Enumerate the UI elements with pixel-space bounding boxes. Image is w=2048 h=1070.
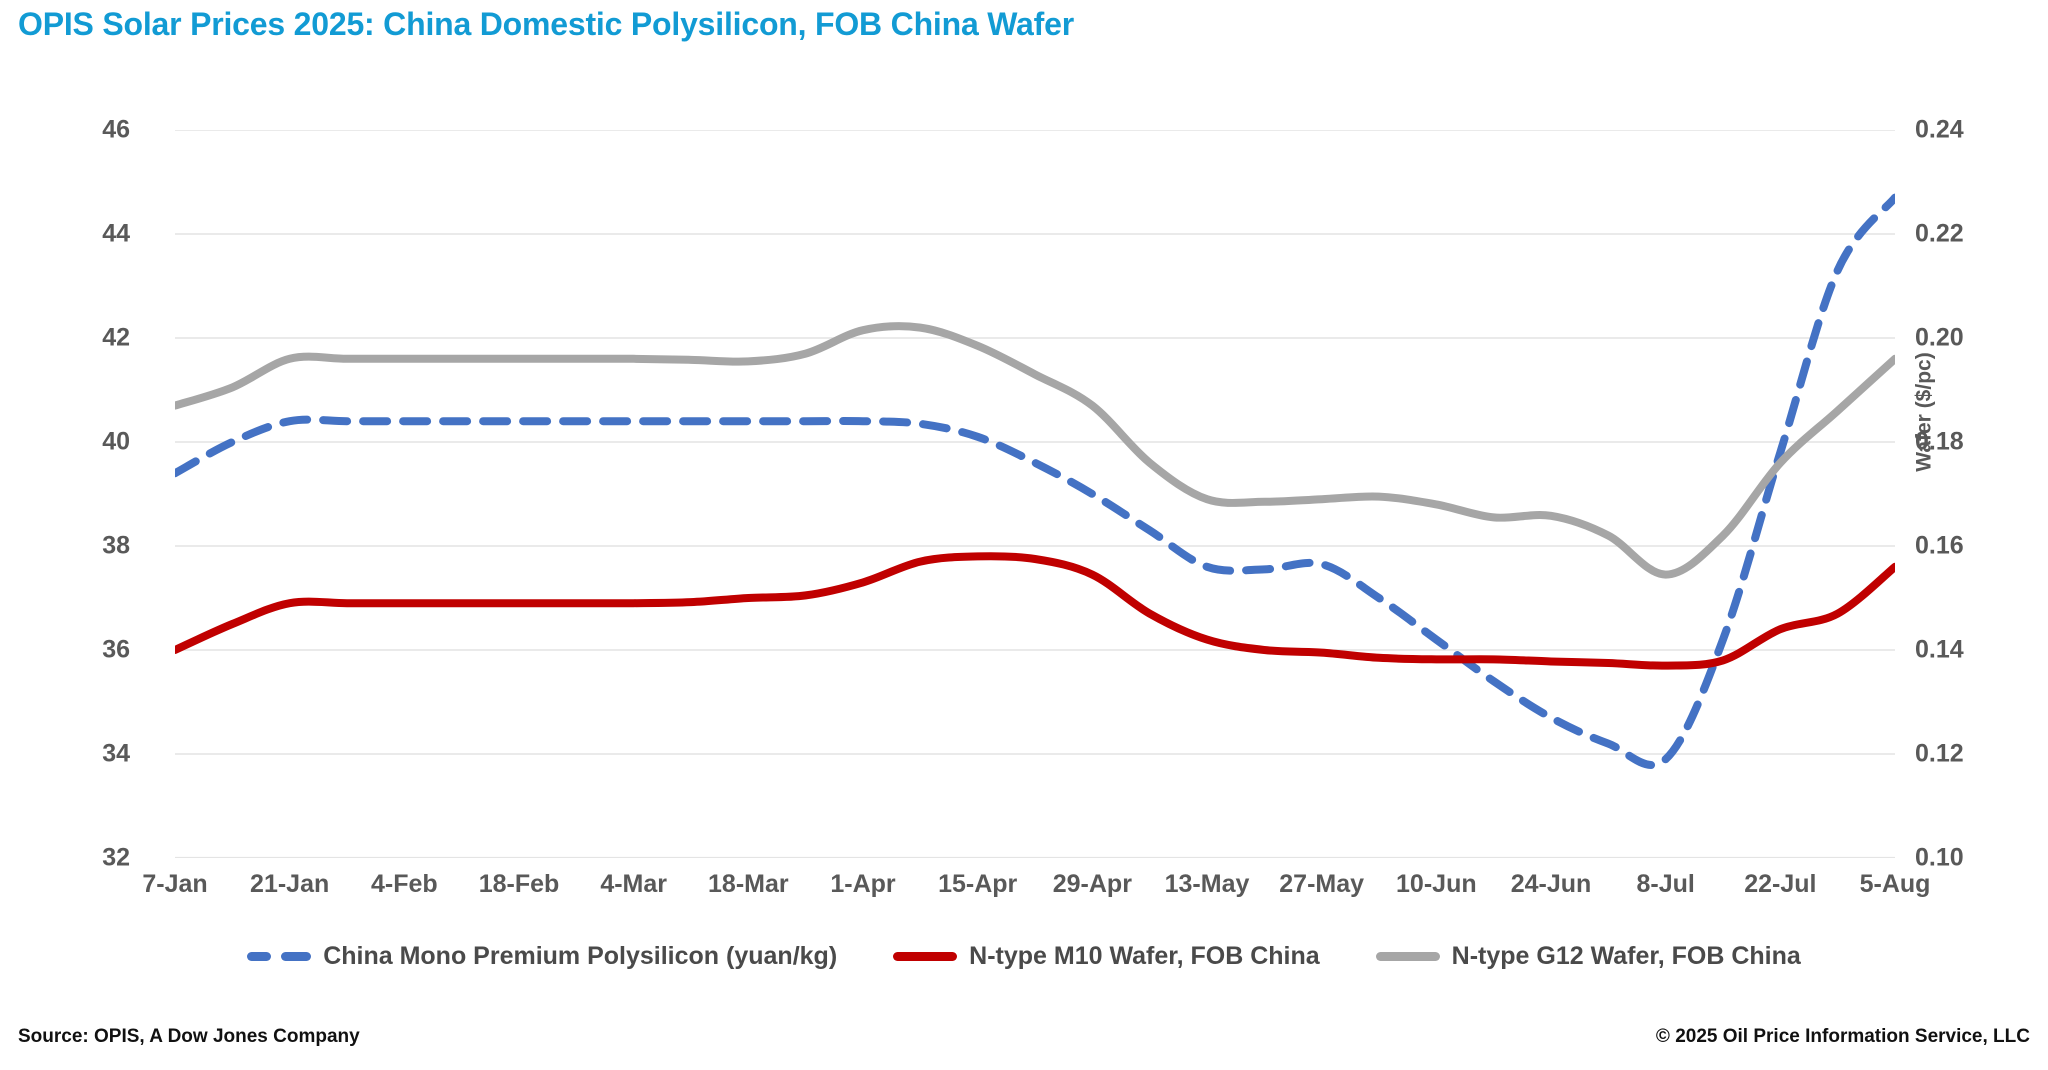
source-note: Source: OPIS, A Dow Jones Company (18, 1026, 360, 1047)
series-line-1 (175, 556, 1895, 665)
y-axis-left-tick: 42 (102, 323, 130, 352)
gridlines (175, 130, 1895, 858)
x-axis-tick: 13-May (1164, 870, 1250, 898)
legend-swatch-icon (247, 951, 312, 961)
x-axis-tick: 10-Jun (1396, 870, 1477, 898)
x-axis-tick: 5-Aug (1859, 870, 1931, 898)
x-axis-tick: 18-Mar (708, 870, 789, 898)
y-axis-right-tick: 0.22 (1915, 219, 1964, 248)
x-axis-tick: 21-Jan (250, 870, 330, 898)
x-axis-tick: 4-Feb (370, 870, 438, 898)
y-axis-left-tick: 34 (102, 739, 130, 768)
legend-label: N-type M10 Wafer, FOB China (969, 941, 1320, 970)
series-line-2 (175, 326, 1895, 574)
y-axis-right-tick: 0.24 (1915, 115, 1964, 144)
x-axis-tick: 1-Apr (830, 870, 896, 898)
series-line-0 (175, 198, 1895, 765)
y-axis-left-tick: 32 (102, 843, 130, 872)
y-axis-left-tick: 36 (102, 635, 130, 664)
legend-item-2[interactable]: N-type G12 Wafer, FOB China (1375, 941, 1801, 971)
y-axis-right-tick: 0.20 (1915, 323, 1964, 352)
y-axis-right-tick: 0.12 (1915, 739, 1964, 768)
y-axis-right-title: Wafer ($/pc) (1912, 352, 1936, 472)
x-axis-tick: 24-Jun (1510, 870, 1592, 898)
y-axis-left-tick: 40 (102, 427, 130, 456)
x-axis-tick: 15-Apr (938, 870, 1018, 898)
x-axis-tick: 8-Jul (1636, 870, 1695, 898)
copyright-note: © 2025 Oil Price Information Service, LL… (1655, 1026, 2030, 1047)
x-axis-tick: 7-Jan (142, 870, 208, 898)
y-axis-right-tick: 0.10 (1915, 843, 1964, 872)
x-axis-tick: 18-Feb (478, 870, 560, 898)
plot-area (175, 130, 1895, 858)
legend-swatch-icon (893, 951, 958, 961)
series-lines (175, 198, 1895, 765)
y-axis-right-tick: 0.14 (1915, 635, 1964, 664)
page-title: OPIS Solar Prices 2025: China Domestic P… (18, 6, 1074, 42)
plot-svg (175, 130, 1895, 858)
legend-label: N-type G12 Wafer, FOB China (1451, 941, 1801, 970)
y-axis-right-tick: 0.16 (1915, 531, 1964, 560)
y-axis-left-tick: 46 (102, 115, 130, 144)
legend-item-0[interactable]: China Mono Premium Polysilicon (yuan/kg) (247, 942, 837, 971)
y-axis-left-tick: 38 (102, 531, 130, 560)
x-axis-tick: 22-Jul (1744, 870, 1817, 898)
legend-item-1[interactable]: N-type M10 Wafer, FOB China (893, 942, 1320, 971)
y-axis-left-tick: 44 (102, 219, 130, 248)
legend-label: China Mono Premium Polysilicon (yuan/kg) (323, 941, 838, 970)
chart-legend: China Mono Premium Polysilicon (yuan/kg)… (0, 925, 2048, 987)
legend-swatch-icon (1375, 951, 1440, 961)
y-axis-right-tick: 0.18 (1915, 427, 1964, 456)
x-axis-tick: 29-Apr (1052, 870, 1132, 898)
x-axis-tick: 4-Mar (600, 870, 667, 898)
x-axis-tick: 27-May (1279, 870, 1365, 898)
